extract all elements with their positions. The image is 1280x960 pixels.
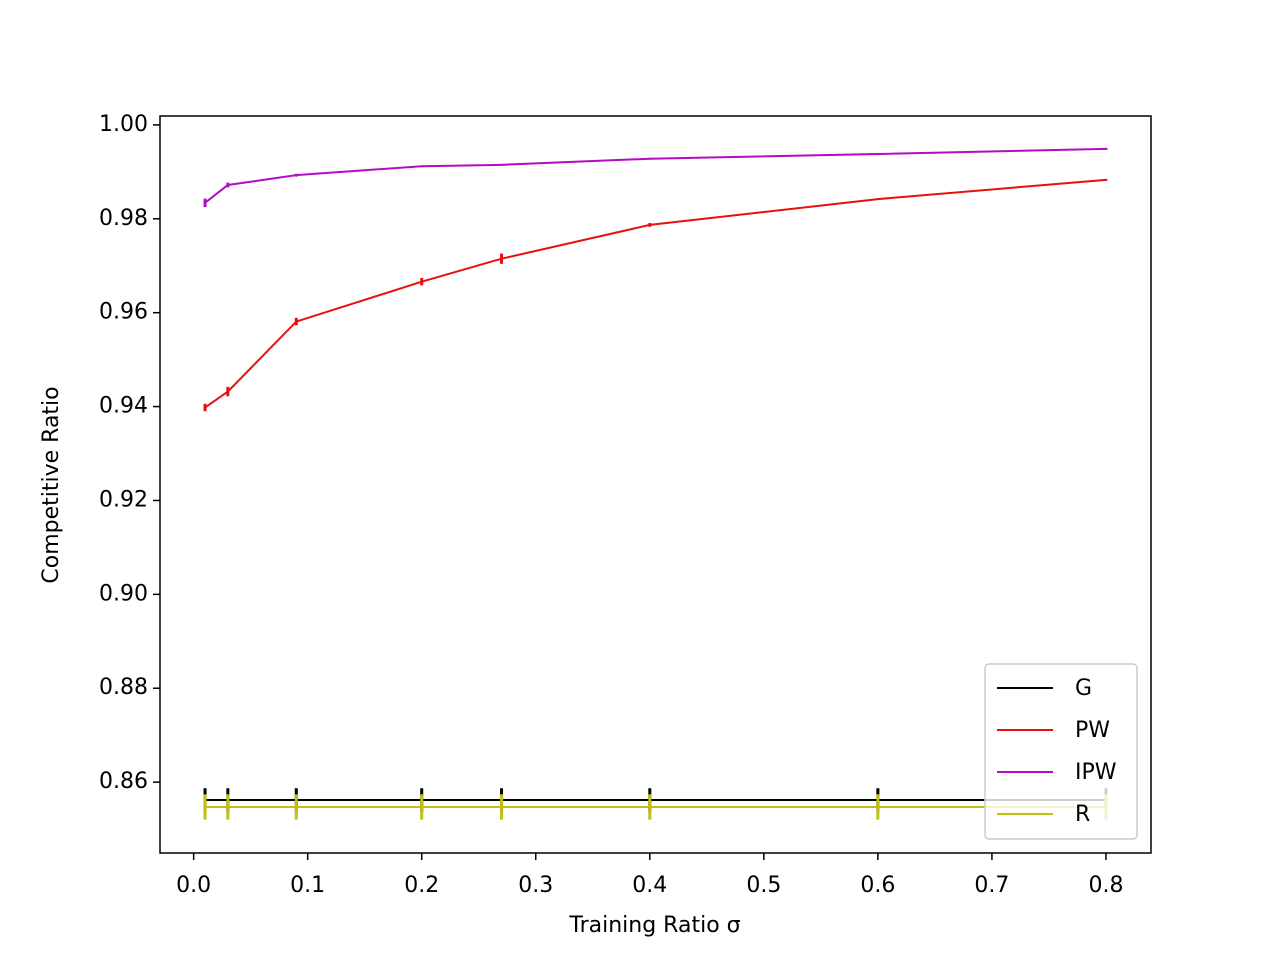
x-tick-label: 0.7 xyxy=(974,873,1009,898)
legend-label: R xyxy=(1075,802,1090,827)
legend-label: PW xyxy=(1075,718,1110,743)
y-tick-label: 0.94 xyxy=(99,394,148,419)
legend-label: IPW xyxy=(1075,760,1117,785)
y-tick-label: 0.98 xyxy=(99,206,148,231)
plot-frame xyxy=(159,115,1152,854)
x-tick-label: 0.3 xyxy=(518,873,553,898)
y-axis-label: Competitive Ratio xyxy=(39,386,64,583)
x-axis-label: Training Ratio σ xyxy=(568,913,740,938)
x-tick-label: 0.4 xyxy=(632,873,667,898)
legend-box xyxy=(984,663,1138,840)
y-tick-label: 0.92 xyxy=(99,487,148,512)
x-tick-label: 0.0 xyxy=(176,873,211,898)
x-tick-label: 0.2 xyxy=(404,873,439,898)
x-tick-label: 0.1 xyxy=(290,873,325,898)
x-tick-label: 0.5 xyxy=(746,873,781,898)
y-tick-label: 1.00 xyxy=(99,112,148,137)
y-tick-label: 0.86 xyxy=(99,769,148,794)
y-tick-label: 0.96 xyxy=(99,300,148,325)
y-tick-label: 0.90 xyxy=(99,581,148,606)
series-line xyxy=(204,147,1106,204)
series-line xyxy=(204,178,1107,409)
y-tick-label: 0.88 xyxy=(99,675,148,700)
x-tick-label: 0.8 xyxy=(1088,873,1123,898)
legend-label: G xyxy=(1075,676,1092,701)
x-tick-label: 0.6 xyxy=(860,873,895,898)
